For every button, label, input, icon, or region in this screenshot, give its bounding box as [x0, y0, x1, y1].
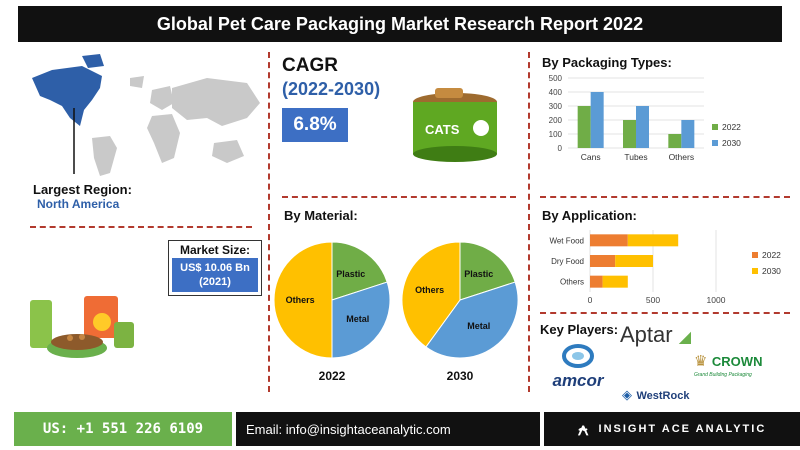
pie-slice-others [273, 241, 333, 359]
brand-name: INSIGHT ACE ANALYTIC [598, 423, 767, 435]
y-tick-label: 300 [549, 102, 563, 111]
key-players-title: Key Players: [540, 322, 619, 337]
amcor-logo-text: amcor [552, 371, 604, 390]
cagr-title: CAGR [282, 55, 338, 76]
legend-swatch [752, 268, 758, 274]
legend-swatch [712, 124, 718, 130]
pie-label: Plastic [336, 269, 365, 279]
crown-icon: ♛ [694, 353, 708, 370]
aptar-logo: Aptar ◢ [620, 322, 691, 348]
bar-2030-tubes [636, 106, 649, 148]
amcor-swirl-icon [562, 344, 594, 368]
packaging-bar-chart: 0 100 200 300 400 500 Cans Tubes Others 2022 2030 [549, 74, 742, 162]
pie-label: Others [286, 295, 315, 305]
divider-middle [282, 196, 516, 198]
pie-label: Metal [467, 321, 490, 331]
material-title: By Material: [284, 208, 358, 223]
legend-label: 2022 [762, 250, 781, 260]
y-tick-label: Wet Food [549, 236, 584, 245]
application-bar-chart: 0 500 1000 Wet Food Dry Food Others 2022 2030 [549, 230, 781, 305]
cagr-value: 6.8% [282, 108, 348, 142]
x-tick-label: Others [669, 152, 695, 162]
y-tick-label: 100 [549, 130, 563, 139]
pie-label: Others [415, 285, 444, 295]
can-label: CATS [425, 122, 460, 137]
footer-brand: ⍲ INSIGHT ACE ANALYTIC [544, 412, 800, 446]
bar-2030-cans [590, 92, 604, 148]
bar-2022-cans [577, 106, 591, 148]
westrock-icon: ◈ [622, 387, 632, 402]
legend-label: 2030 [762, 266, 781, 276]
largest-region-label: Largest Region: [33, 182, 132, 197]
y-tick-label: 0 [558, 144, 563, 153]
divider-vertical-2 [528, 52, 530, 392]
y-tick-label: 200 [549, 116, 563, 125]
bar-2030-wet-food [627, 234, 679, 247]
packaging-title: By Packaging Types: [542, 55, 672, 70]
y-tick-label: Others [560, 278, 584, 287]
pie-year-label: 2030 [447, 369, 474, 383]
pie-label: Plastic [464, 269, 493, 279]
application-title: By Application: [542, 208, 637, 223]
divider-right-top [540, 196, 790, 198]
legend-swatch [712, 140, 718, 146]
crown-logo-text: CROWN [711, 354, 763, 369]
bar-2022-tubes [623, 120, 636, 148]
pie-slice-others [401, 241, 461, 348]
pet-food-illustration [30, 296, 134, 358]
north-america-highlight [32, 54, 104, 126]
westrock-logo: ◈ WestRock [622, 386, 689, 404]
brand-logo-icon: ⍲ [577, 418, 589, 439]
largest-region-value: North America [37, 197, 120, 211]
divider-left [30, 226, 252, 228]
market-size-value-year: (2021) [199, 276, 231, 288]
bar-2022-others [590, 275, 603, 288]
x-tick-label: 0 [588, 295, 593, 305]
aptar-logo-text: Aptar [620, 322, 673, 347]
legend-swatch [752, 252, 758, 258]
divider-vertical-1 [268, 52, 270, 392]
market-size-value-amount: US$ 10.06 Bn [180, 262, 250, 274]
divider-right-bottom [540, 312, 790, 314]
world-map [32, 54, 260, 176]
x-tick-label: 1000 [707, 295, 726, 305]
pie-slice-metal [425, 281, 519, 359]
market-size-value: US$ 10.06 Bn (2021) [172, 258, 258, 292]
legend-label: 2030 [722, 138, 741, 148]
amcor-logo: amcor [548, 344, 608, 391]
bar-2030-others [681, 120, 695, 148]
market-size-box: Market Size: US$ 10.06 Bn (2021) [168, 240, 262, 296]
y-tick-label: 400 [549, 88, 563, 97]
pie-year-label: 2022 [319, 369, 346, 383]
x-tick-label: 500 [646, 295, 660, 305]
footer-phone[interactable]: US: +1 551 226 6109 [14, 412, 232, 446]
y-tick-label: 500 [549, 74, 563, 83]
pie-label: Metal [346, 314, 369, 324]
material-pie-charts: Plastic Metal Others 2022 Plastic Metal Others… [273, 241, 519, 383]
aptar-leaf-icon: ◢ [678, 329, 692, 346]
pie-slice-plastic [459, 241, 516, 301]
westrock-logo-text: WestRock [636, 390, 690, 402]
bar-2022-others [668, 134, 682, 148]
pie-slice-metal [331, 281, 391, 359]
y-tick-label: Dry Food [551, 257, 584, 266]
pie-slice-plastic [331, 241, 388, 301]
footer-email[interactable]: Email: info@insightaceanalytic.com [236, 412, 540, 446]
cat-food-can-illustration: CATS [413, 88, 497, 162]
bar-2030-others [602, 275, 628, 288]
legend-label: 2022 [722, 122, 741, 132]
x-tick-label: Cans [581, 152, 601, 162]
bar-2022-dry-food [590, 255, 616, 267]
crown-tagline: Grand Building Packaging [694, 372, 752, 378]
market-size-title: Market Size: [179, 243, 251, 257]
bar-2030-dry-food [615, 255, 653, 267]
x-tick-label: Tubes [624, 152, 647, 162]
report-title: Global Pet Care Packaging Market Researc… [18, 6, 782, 42]
bar-2022-wet-food [590, 234, 628, 247]
cagr-period: (2022-2030) [282, 79, 381, 99]
crown-logo: ♛ CROWN Grand Building Packaging [694, 352, 790, 378]
